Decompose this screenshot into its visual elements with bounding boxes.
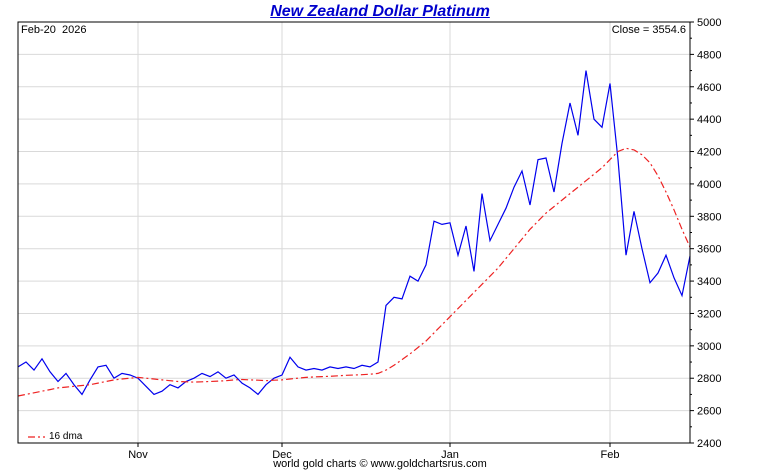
series-lines [17,70,691,397]
svg-text:Feb: Feb [601,449,620,461]
svg-text:3200: 3200 [697,308,721,320]
svg-text:3000: 3000 [697,341,721,353]
legend-dma-label: 16 dma [49,431,83,442]
svg-text:4800: 4800 [697,49,721,61]
svg-text:4000: 4000 [697,179,721,191]
chart-title: New Zealand Dollar Platinum [270,3,490,20]
svg-text:Jan: Jan [441,449,459,461]
svg-text:5000: 5000 [697,17,721,29]
x-axis-labels: Nov Dec Jan Feb [128,443,619,461]
y-axis-labels: 2400 2600 2800 3000 3200 3400 3600 3800 4000 4200… [690,17,721,450]
svg-text:4400: 4400 [697,114,721,126]
svg-text:Nov: Nov [128,449,148,461]
grid-lines [18,22,690,443]
svg-text:3800: 3800 [697,211,721,223]
svg-text:2600: 2600 [697,406,721,418]
svg-text:4600: 4600 [697,82,721,94]
plot-frame [17,21,691,444]
svg-text:2400: 2400 [697,438,721,450]
footer-credit: world gold charts © www.goldchartsrus.co… [273,458,487,470]
date-label: Feb-20 2026 [21,24,87,36]
svg-text:4200: 4200 [697,147,721,159]
svg-text:3400: 3400 [697,276,721,288]
close-value-label: Close = 3554.6 [611,24,686,36]
svg-text:2800: 2800 [697,373,721,385]
svg-text:3600: 3600 [697,244,721,256]
svg-text:Dec: Dec [272,449,292,461]
